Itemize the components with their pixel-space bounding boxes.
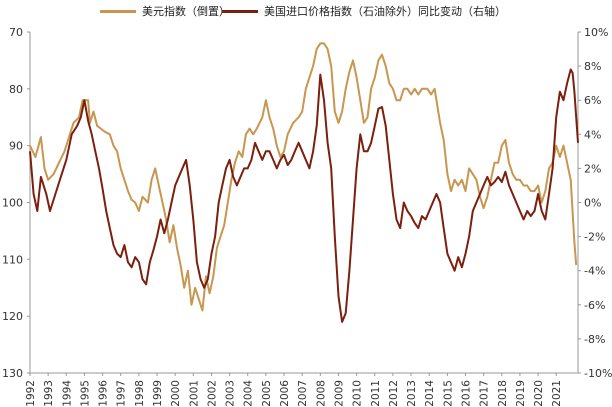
left-tick-label: 120 bbox=[2, 310, 23, 323]
left-tick-label: 90 bbox=[9, 140, 23, 153]
x-tick-label: 2012 bbox=[388, 380, 400, 407]
x-tick-label: 2003 bbox=[225, 380, 237, 407]
x-tick-label: 2015 bbox=[442, 380, 454, 407]
right-tick-label: -4% bbox=[584, 265, 605, 278]
right-tick-label: -8% bbox=[584, 333, 605, 346]
x-tick-label: 2000 bbox=[170, 380, 182, 407]
x-tick-label: 2007 bbox=[297, 380, 309, 407]
left-tick-label: 80 bbox=[9, 83, 23, 96]
x-tick-label: 2020 bbox=[533, 380, 545, 407]
left-tick-label: 100 bbox=[2, 197, 23, 210]
x-tick-label: 2014 bbox=[424, 380, 436, 407]
x-tick-label: 1995 bbox=[79, 380, 91, 407]
x-tick-label: 2002 bbox=[206, 380, 218, 407]
legend-item-dollar-index: 美元指数（倒置） bbox=[100, 3, 230, 19]
left-tick-label: 110 bbox=[2, 253, 23, 266]
series-line-dollar-index bbox=[29, 42, 578, 312]
x-tick-label: 2004 bbox=[243, 380, 255, 407]
left-tick-label: 70 bbox=[9, 26, 23, 39]
x-tick-label: 2005 bbox=[261, 380, 273, 407]
x-tick-label: 1998 bbox=[134, 380, 146, 407]
legend-swatch-dollar-index bbox=[100, 9, 136, 13]
legend-item-import-price: 美国进口价格指数（石油除外）同比变动（右轴） bbox=[222, 3, 506, 19]
right-tick-label: 0% bbox=[584, 197, 601, 210]
x-tick-label: 2013 bbox=[406, 380, 418, 407]
x-tick-label: 1997 bbox=[116, 380, 128, 407]
chart-lines bbox=[29, 42, 579, 323]
right-tick-label: -2% bbox=[584, 231, 605, 244]
right-tick-label: 6% bbox=[584, 94, 601, 107]
right-tick-label: 4% bbox=[584, 128, 601, 141]
x-tick-label: 1996 bbox=[98, 380, 110, 407]
x-tick-label: 2001 bbox=[188, 380, 200, 407]
x-tick-label: 2008 bbox=[315, 380, 327, 407]
right-tick-label: 8% bbox=[584, 60, 601, 73]
x-tick-label: 2016 bbox=[460, 380, 472, 407]
chart-axes: 70 80 90 100 110 120 130 10% 8% 6% 4% 2% 0% -2% -4% -6%… bbox=[2, 26, 612, 407]
x-tick-label: 2010 bbox=[352, 380, 364, 407]
right-tick-label: 2% bbox=[584, 162, 601, 175]
x-tick-label: 1994 bbox=[61, 380, 73, 407]
x-tick-label: 1999 bbox=[152, 380, 164, 407]
right-tick-label: 10% bbox=[584, 26, 608, 39]
x-tick-label: 1993 bbox=[43, 380, 55, 407]
legend-swatch-import-price bbox=[222, 9, 258, 13]
x-tick-label: 2021 bbox=[551, 380, 563, 407]
left-tick-label: 130 bbox=[2, 367, 23, 380]
x-tick-label: 2009 bbox=[333, 380, 345, 407]
right-tick-label: -6% bbox=[584, 299, 605, 312]
legend-label-import-price: 美国进口价格指数（石油除外）同比变动（右轴） bbox=[264, 5, 506, 18]
series-line-import-price bbox=[29, 68, 579, 323]
right-tick-label: -10% bbox=[584, 367, 612, 380]
x-tick-label: 1992 bbox=[25, 380, 37, 407]
x-tick-label: 2006 bbox=[279, 380, 291, 407]
x-tick-label: 2017 bbox=[479, 380, 491, 407]
x-tick-label: 2019 bbox=[515, 380, 527, 407]
x-tick-label: 2018 bbox=[497, 380, 509, 407]
x-tick-label: 2011 bbox=[370, 380, 382, 407]
legend-label-dollar-index: 美元指数（倒置） bbox=[142, 5, 230, 18]
chart-legend: 美元指数（倒置） 美国进口价格指数（石油除外）同比变动（右轴） bbox=[0, 3, 612, 23]
